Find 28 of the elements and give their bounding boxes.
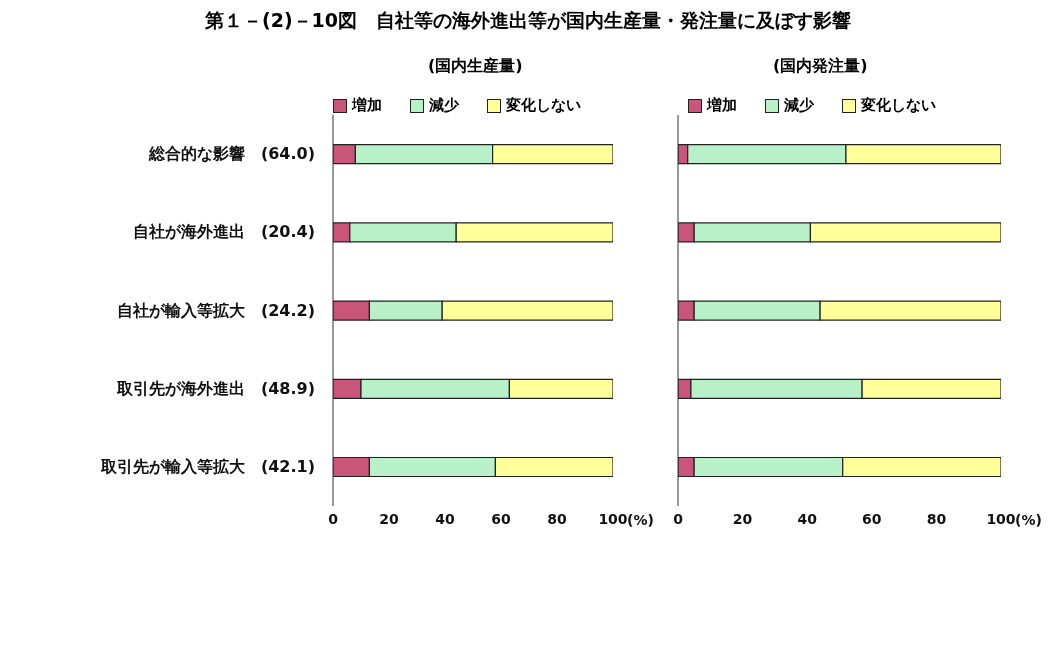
x-tick-label: 60 <box>862 510 882 527</box>
x-axis-title: (%) <box>1015 511 1042 528</box>
x-tick-label: 20 <box>379 510 399 527</box>
x-tick-label: 20 <box>732 510 753 527</box>
legend-label: 変化しない <box>505 96 581 115</box>
chart-subtitle: (国内生産量) <box>427 56 524 77</box>
legend-label: 減少 <box>783 96 814 115</box>
x-axis-title: (%) <box>627 511 654 528</box>
y-tick-label: 自社が海外進出 (20.4) <box>132 222 315 242</box>
x-tick-label: 0 <box>673 510 684 527</box>
chart-title: 第１－(2)－10図 自社等の海外進出等が国内生産量・発注量に及ぼす影響 <box>204 8 852 33</box>
y-tick-label: 取引先が海外進出 (48.9) <box>115 378 315 398</box>
legend-label: 増加 <box>350 96 382 115</box>
x-tick-label: 100 <box>598 510 628 527</box>
x-tick-label: 100 <box>986 510 1016 527</box>
x-tick-label: 60 <box>491 510 511 527</box>
y-tick-label: 取引先が輸入等拡大 (42.1) <box>99 456 315 476</box>
legend-label: 増加 <box>705 96 737 115</box>
y-tick-label: 自社が輸入等拡大 (24.2) <box>116 300 315 320</box>
x-tick-label: 80 <box>547 510 567 527</box>
legend-label: 変化しない <box>860 96 936 115</box>
x-tick-label: 80 <box>926 510 947 527</box>
x-tick-label: 40 <box>797 510 818 527</box>
legend-label: 減少 <box>428 96 459 115</box>
chart-subtitle: (国内発注量) <box>772 56 869 77</box>
x-tick-label: 40 <box>435 510 455 527</box>
x-tick-label: 0 <box>328 510 339 527</box>
y-tick-label: 総合的な影響 (64.0) <box>147 144 315 164</box>
